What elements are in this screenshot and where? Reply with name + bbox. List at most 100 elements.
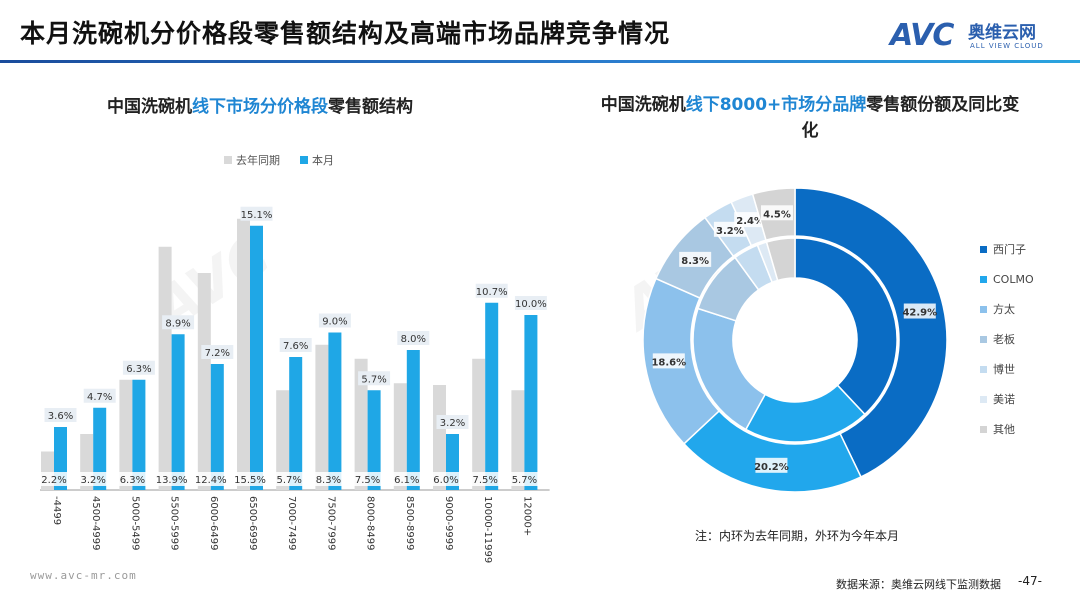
data-label-this-month: 7.6% (279, 338, 312, 352)
donut-legend-label: 老板 (993, 333, 1015, 346)
data-label-last-year: 2.2% (37, 472, 71, 486)
donut-legend-item: 老板 (980, 324, 1034, 354)
donut-legend-item: 其他 (980, 414, 1034, 444)
x-tick-label: 7000-7499 (286, 496, 297, 551)
data-label-last-year-text: 2.2% (41, 475, 66, 486)
data-label-this-month: 8.9% (162, 315, 195, 330)
data-label-this-month-text: 8.9% (165, 318, 190, 329)
right-title-highlight: 线下8000+市场分品牌 (685, 95, 867, 115)
data-label-last-year-text: 6.1% (394, 475, 419, 486)
x-tick-label: 5000-5499 (129, 496, 140, 551)
x-tick-label: 9000-9999 (443, 496, 454, 551)
data-label-this-month: 7.2% (201, 345, 234, 359)
legend-item-last-year: 去年同期 (224, 152, 280, 168)
data-label-last-year: 8.3% (311, 472, 346, 486)
slice-label: 18.6% (651, 353, 686, 369)
bar-this-month (524, 315, 538, 490)
logo-en: ALL VIEW CLOUD (970, 42, 1044, 50)
data-label-this-month: 3.6% (44, 408, 77, 422)
slice-label: 4.5% (760, 205, 793, 221)
bar-last-year (315, 344, 329, 490)
data-label-last-year: 7.5% (468, 472, 503, 486)
data-label-last-year-text: 13.9% (156, 475, 188, 486)
data-label-last-year-text: 5.7% (512, 475, 537, 486)
footer-url: www.avc-mr.com (30, 569, 137, 582)
donut-legend-label: 博世 (993, 363, 1015, 376)
bar-chart: 2.2% 3.6% -4499 3.2% 4.7% 4500-4999 6.3% 6.3% 50… (37, 206, 550, 563)
data-label-this-month: 4.7% (83, 388, 116, 403)
bar-this-month (485, 302, 499, 490)
slice-label-text: 2.4% (736, 216, 764, 227)
avc-logo: AVC 奥维云网 ALL VIEW CLOUD (890, 18, 1065, 58)
data-label-last-year: 6.1% (389, 472, 424, 486)
bar-last-year (119, 379, 133, 490)
data-label-this-month-text: 15.1% (241, 210, 273, 221)
bar-legend: 去年同期 本月 (224, 152, 334, 168)
x-tick-label: 8500-8999 (404, 496, 415, 551)
bar-last-year (237, 218, 250, 490)
data-label-last-year-text: 3.2% (80, 475, 105, 486)
data-label-this-month: 8.0% (397, 331, 430, 345)
donut-chart: 42.9% 20.2% 18.6% 8.3% 3.2%2.4%4.5% (642, 187, 948, 493)
data-label-this-month-text: 7.2% (205, 348, 230, 359)
left-title-part1: 中国洗碗机 (107, 97, 192, 117)
donut-legend-item: 方太 (980, 294, 1034, 324)
bar-this-month (367, 390, 381, 490)
donut-legend-item: 博世 (980, 354, 1034, 384)
bar-this-month (171, 334, 185, 490)
bar-last-year (197, 273, 211, 490)
donut-legend-item: 西门子 (980, 234, 1034, 264)
data-label-this-month-text: 8.0% (401, 334, 426, 345)
slice-label: 8.3% (679, 251, 712, 267)
data-label-this-month: 10.7% (475, 283, 508, 298)
donut-legend-label: 西门子 (993, 243, 1026, 256)
data-label-last-year: 5.7% (272, 472, 307, 486)
bar-this-month (289, 357, 303, 490)
data-label-last-year-text: 6.3% (120, 475, 145, 486)
bar-this-month (93, 407, 107, 490)
data-label-last-year-text: 5.7% (276, 475, 301, 486)
legend-label-last-year: 去年同期 (236, 154, 280, 167)
legend-swatch-last-year (224, 156, 232, 164)
donut-legend-swatch (980, 275, 987, 283)
data-label-last-year: 6.0% (429, 472, 463, 486)
data-label-this-month-text: 10.0% (515, 299, 547, 310)
x-tick-label: 10000-11999 (482, 496, 493, 563)
data-label-this-month-text: 9.0% (322, 317, 347, 328)
legend-label-this-month: 本月 (312, 154, 334, 167)
x-tick-label: 5500-5999 (169, 496, 180, 551)
data-label-this-month: 5.7% (358, 371, 391, 386)
donut-legend-swatch (980, 395, 987, 403)
data-label-last-year-text: 7.5% (472, 475, 497, 486)
logo-mark: AVC (890, 18, 954, 53)
donut-legend-item: COLMO (980, 264, 1034, 294)
slice-label-text: 18.6% (651, 357, 686, 368)
page-title: 本月洗碗机分价格段零售额结构及高端市场品牌竞争情况 (20, 19, 671, 48)
data-label-last-year: 3.2% (76, 472, 111, 486)
donut-legend-swatch (980, 305, 987, 313)
title-divider (0, 60, 1080, 63)
left-chart-title: 中国洗碗机线下市场分价格段零售额结构 (40, 92, 480, 117)
x-tick-label: 4500-4999 (90, 496, 101, 551)
legend-item-this-month: 本月 (300, 152, 334, 168)
bar-last-year (511, 390, 525, 490)
bar-last-year (393, 383, 407, 490)
data-label-last-year-text: 8.3% (316, 475, 341, 486)
right-title-part3: 零售额份额及同比变化 (801, 95, 1020, 141)
data-label-last-year: 5.7% (507, 472, 542, 486)
right-chart-title: 中国洗碗机线下8000+市场分品牌零售额份额及同比变化 (600, 92, 1020, 144)
logo-cn: 奥维云网 (968, 23, 1036, 43)
data-label-last-year-text: 7.5% (355, 475, 380, 486)
donut-legend-label: 方太 (993, 303, 1015, 316)
donut-legend-label: 其他 (993, 423, 1015, 436)
bar-last-year (276, 390, 290, 490)
data-label-this-month-text: 3.6% (48, 411, 73, 422)
footer-source: 数据来源：奥维云网线下监测数据 (836, 578, 1001, 591)
legend-swatch-this-month (300, 156, 308, 164)
data-label-last-year: 6.3% (115, 472, 150, 486)
inner-ring-slice (794, 237, 898, 416)
bar-this-month (406, 350, 420, 490)
data-label-this-month: 6.3% (122, 360, 155, 375)
x-tick-label: 8000-8499 (365, 496, 376, 551)
data-label-this-month: 15.1% (240, 206, 273, 221)
